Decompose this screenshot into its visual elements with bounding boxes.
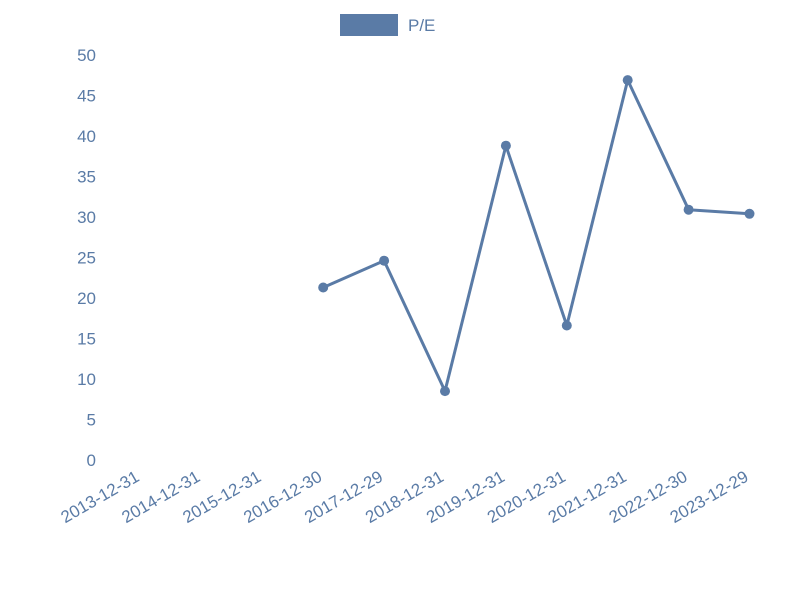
series-marker: [440, 386, 450, 396]
series-marker: [562, 321, 572, 331]
series-marker: [623, 75, 633, 85]
y-tick-label: 25: [77, 249, 96, 268]
y-tick-label: 5: [87, 411, 96, 430]
legend-label: P/E: [408, 16, 435, 35]
series-marker: [745, 209, 755, 219]
y-tick-label: 35: [77, 168, 96, 187]
y-tick-label: 40: [77, 127, 96, 146]
y-tick-label: 15: [77, 330, 96, 349]
y-tick-label: 50: [77, 46, 96, 65]
series-marker: [318, 283, 328, 293]
y-tick-label: 10: [77, 370, 96, 389]
series-marker: [379, 256, 389, 266]
pe-line-chart: P/E051015202530354045502013-12-312014-12…: [0, 0, 800, 600]
y-tick-label: 0: [87, 451, 96, 470]
series-marker: [501, 141, 511, 151]
y-tick-label: 20: [77, 289, 96, 308]
y-tick-label: 45: [77, 87, 96, 106]
y-tick-label: 30: [77, 208, 96, 227]
series-marker: [684, 205, 694, 215]
legend-swatch: [340, 14, 398, 36]
